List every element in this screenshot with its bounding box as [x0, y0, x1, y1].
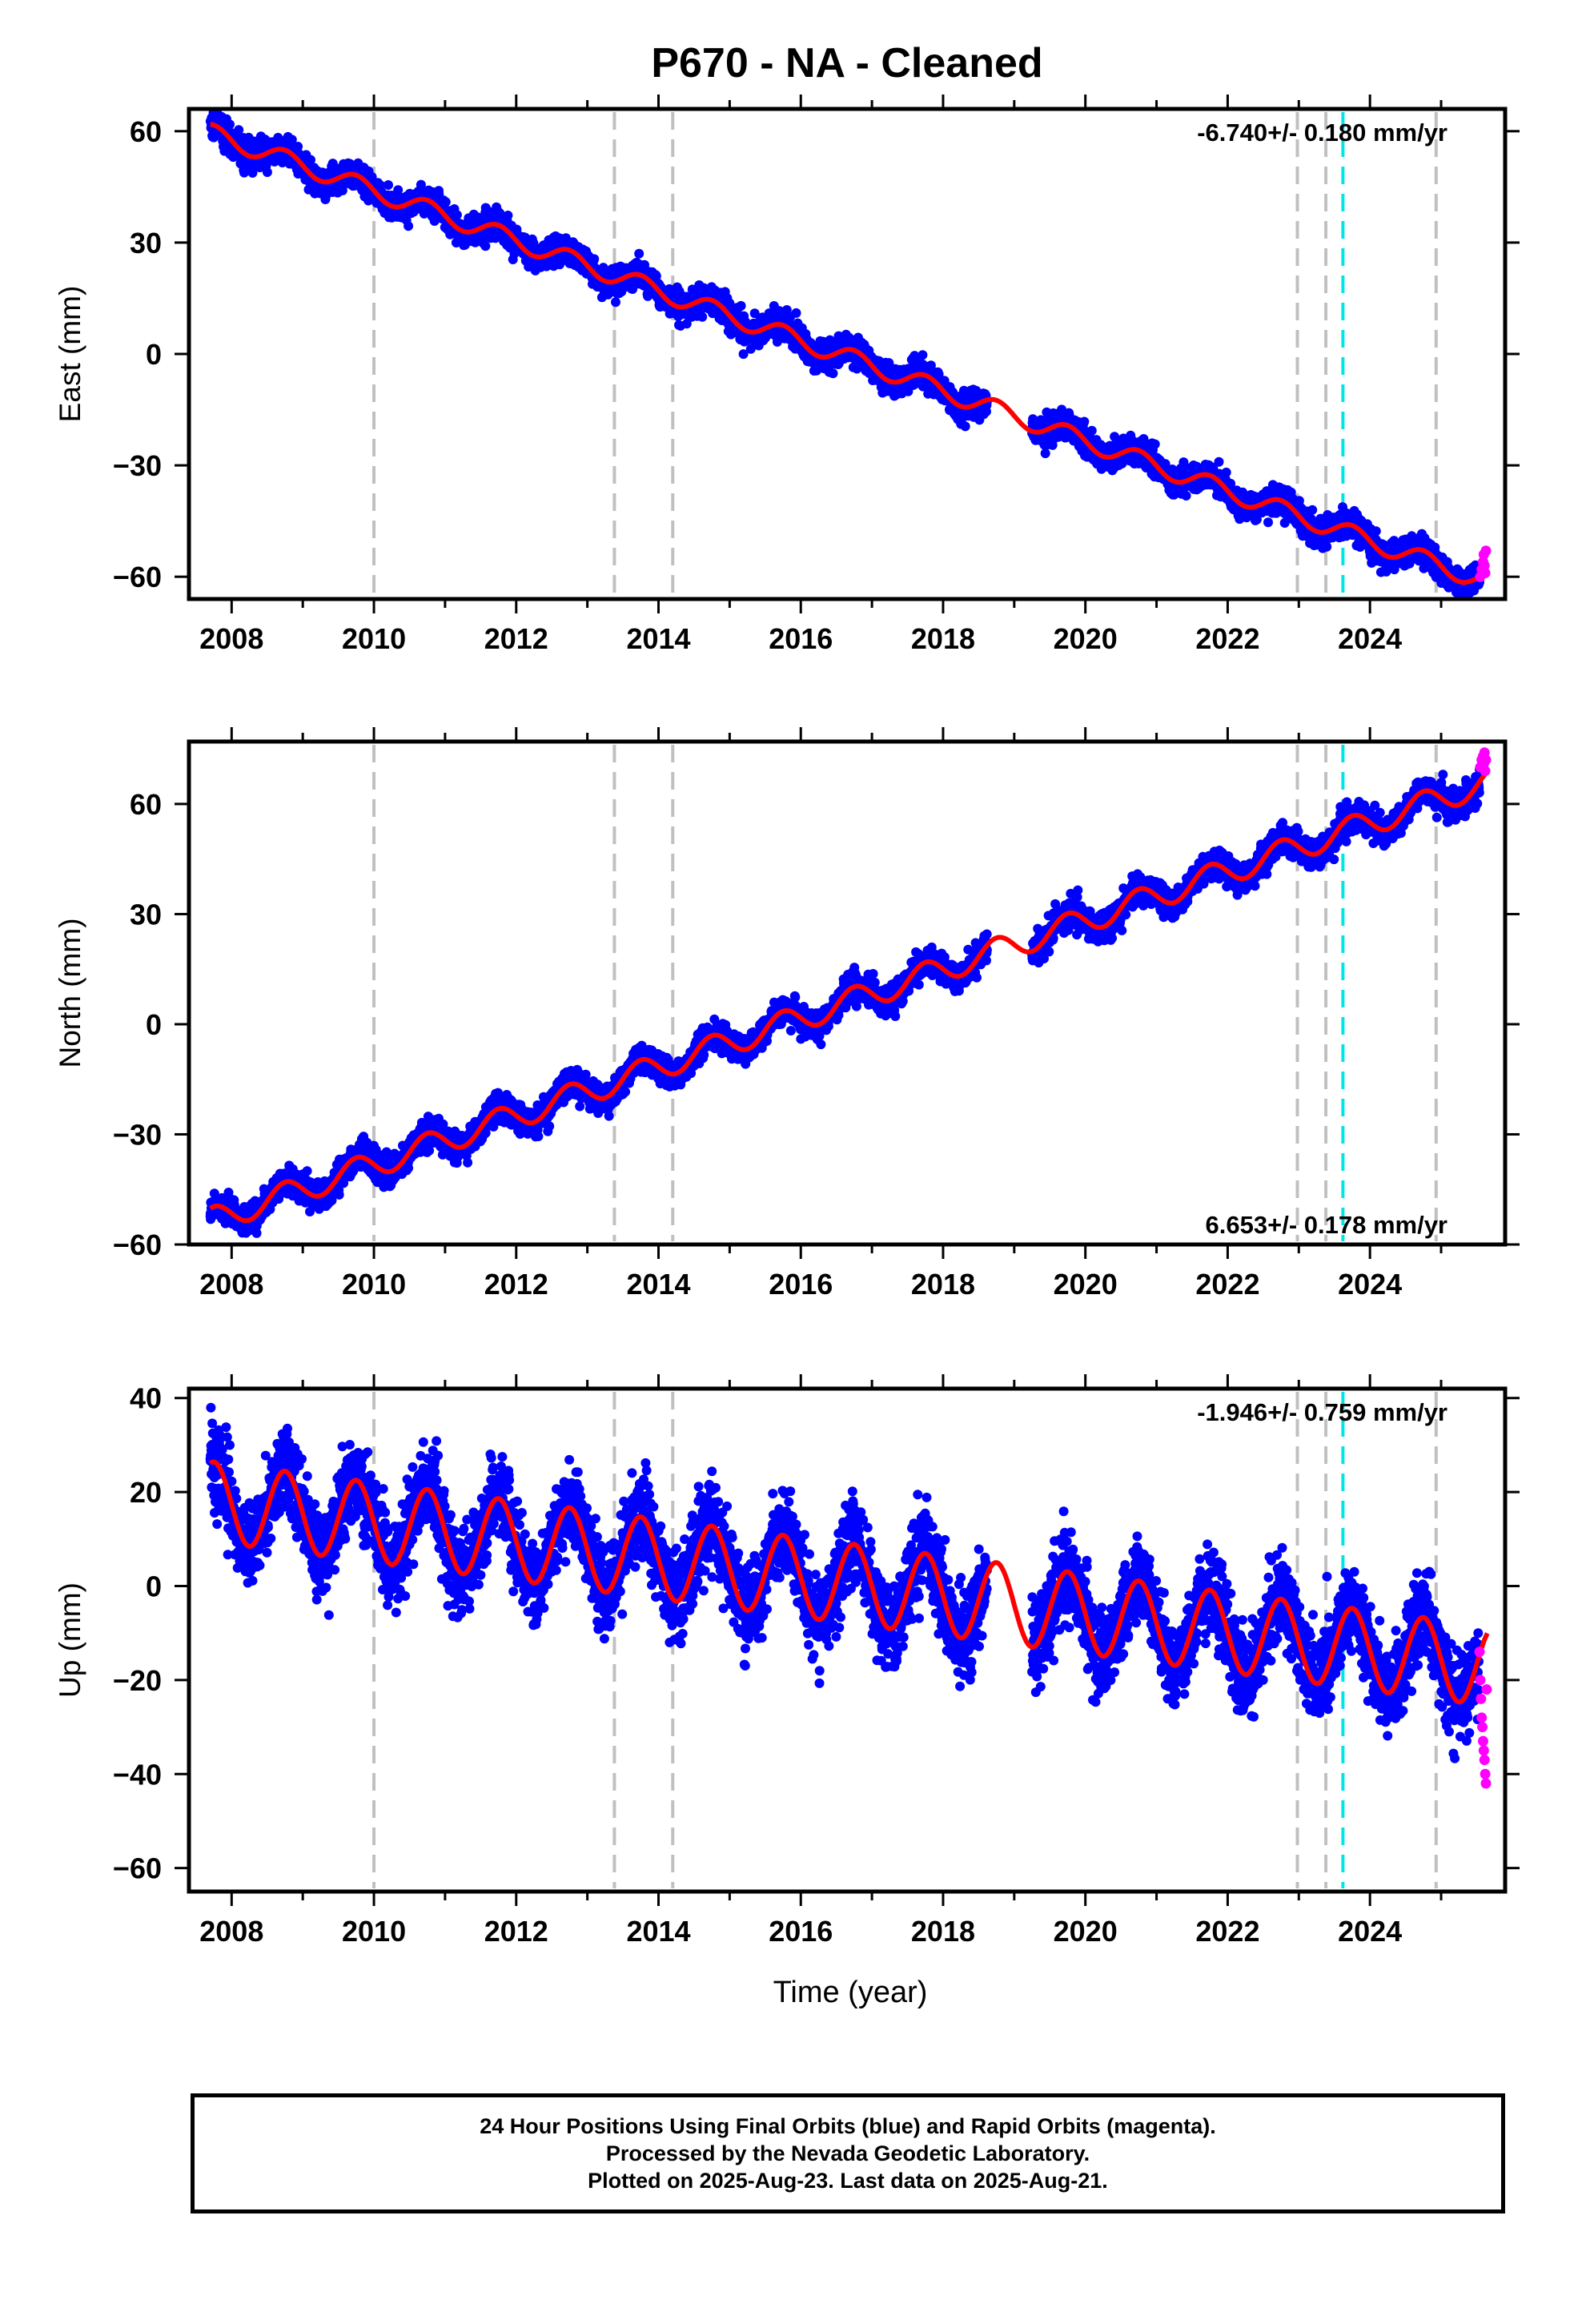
data-point — [791, 308, 801, 318]
data-point — [651, 271, 661, 281]
data-point — [697, 312, 708, 322]
data-point — [503, 211, 513, 220]
event-lines — [372, 112, 1438, 596]
data-point — [1214, 456, 1224, 467]
data-point — [1150, 439, 1160, 449]
data-point — [234, 125, 244, 135]
data-point — [749, 308, 760, 319]
data-point — [440, 197, 451, 207]
data-point — [262, 167, 272, 177]
data-point — [960, 421, 970, 432]
data-point — [225, 119, 235, 130]
east-panel: 2008 2010 2012 2014 2016 2018 2020 2022 2024−60−… — [54, 94, 1520, 655]
data-point — [1079, 416, 1090, 427]
data-point — [611, 297, 620, 308]
data-point — [926, 360, 936, 371]
data-point — [287, 135, 297, 145]
figure-title: P670 - NA - Cleaned — [651, 40, 1042, 86]
data-point — [404, 221, 414, 231]
data-point — [828, 368, 838, 379]
data-point — [1221, 467, 1231, 477]
data-point — [589, 254, 600, 264]
data-point — [480, 241, 491, 251]
data-point — [383, 180, 393, 190]
data-point — [452, 210, 462, 220]
data-point — [1263, 517, 1273, 528]
data-point — [736, 300, 746, 311]
data-point — [917, 350, 928, 360]
data-point — [1086, 425, 1097, 436]
data-point — [247, 167, 258, 178]
data-point — [306, 155, 315, 165]
data-point — [738, 349, 749, 360]
data-point — [495, 208, 505, 219]
data-point — [293, 142, 303, 151]
final-orbit-points — [205, 109, 1484, 599]
data-point — [393, 185, 404, 195]
data-point — [634, 248, 644, 259]
data-point — [1307, 505, 1318, 515]
data-point — [1322, 541, 1332, 552]
data-point — [772, 336, 782, 347]
data-point — [1181, 491, 1191, 501]
data-point — [1040, 448, 1050, 459]
